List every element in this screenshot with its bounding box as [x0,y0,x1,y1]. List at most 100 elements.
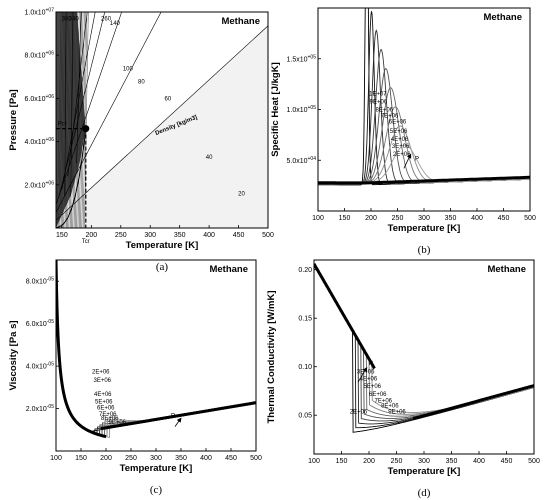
viscosity-series-label: 3E+06 [94,378,112,384]
dense-isochore [80,12,85,228]
viscosity-series-label: 4E+06 [94,392,112,398]
pressure-arrow [403,153,412,169]
y-axis-label: Viscosity [Pa s] [8,320,19,390]
plot-area-c: 2E+06 3E+06 4E+065E+066E+067E+068E+069E+06… [56,260,256,439]
x-tick-label: 500 [528,458,540,465]
gas-viscosity-band [100,401,256,431]
conductivity-series-line [314,263,534,425]
cp-series-line [318,11,530,186]
cp-series-label: 6E+06 [389,120,407,126]
viscosity-series-label: 6E+06 [97,406,115,412]
dense-isochore [71,12,76,228]
x-tick-label: 150 [339,215,351,222]
saturation-curve [56,131,86,228]
conductivity-series-label: 6E+06 [369,392,387,398]
x-tick-label: 300 [150,455,162,462]
y-axis-label: Thermal Conductivity [W/mK] [266,290,277,423]
y-tick-label: 0.20 [298,267,312,274]
viscosity-series-label: 7E+06 [99,412,117,418]
axes-frame-c [55,259,257,452]
x-tick-label: 300 [144,232,156,239]
viscosity-series-line [56,260,256,438]
dense-isochore [63,12,68,228]
isochore-label: 40 [206,155,213,161]
x-tick-label: 350 [174,232,186,239]
isochore-line [56,12,162,213]
x-tick-label: 200 [365,215,377,222]
cp-series-line [318,68,530,185]
y-tick-label: 6.0x10+06 [24,94,54,103]
y-tick-label: 8.0x10-05 [26,277,54,286]
dense-isochore [66,12,71,228]
x-axis-label: Temperature [K] [120,463,193,474]
y-axis-label: Specific Heat [J/kgK] [270,62,281,157]
y-tick-label: 0.05 [298,413,312,420]
x-tick-label: 400 [471,215,483,222]
dense-isochore [59,12,64,228]
x-tick-label: 300 [418,458,430,465]
y-tick-label: 4.0x10+06 [24,137,54,146]
pressure-arrow-label: P [415,156,419,162]
conductivity-series-label: 4E+06 [360,376,378,382]
x-tick-label: 250 [391,458,403,465]
cp-series-label: 5E+06 [390,129,408,135]
pressure-arrow-label: P [171,413,175,419]
isochore-label: 100 [123,66,134,72]
chart-title: Methane [487,264,526,275]
cp-series-label: 9E+06 [370,99,388,105]
cp-series-line [318,125,530,185]
dense-isochore [79,12,84,228]
chart-title: Methane [221,16,260,27]
y-tick-label: 8.0x10+06 [24,51,54,60]
viscosity-series-line [56,260,256,438]
isochore-label: 80 [138,79,145,85]
cp-base-band [318,175,530,185]
x-tick-label: 450 [233,232,245,239]
cp-series-line [318,48,530,185]
isochore-label: 340 [69,17,80,23]
conductivity-series-line [314,263,534,422]
x-tick-label: 150 [56,232,68,239]
conductivity-series-label: 2E+06 [350,409,368,415]
isochore-line [58,12,106,197]
dense-isochore [82,12,88,228]
y-tick-label: 6.0x10-05 [26,319,54,328]
x-tick-label: 150 [75,455,87,462]
viscosity-series-line [56,260,256,437]
axes-frame-d [313,259,535,455]
cp-series-label: 7E+06 [381,114,399,120]
cp-series-line [318,29,530,186]
isochore-label: 380 [62,17,73,23]
isochore-label: 20 [238,192,245,198]
cp-series-line [318,87,530,185]
dense-isochore [84,12,89,228]
y-tick-label: 0.10 [298,364,312,371]
conductivity-series-line [314,263,534,413]
cp-series-label: 2E+06 [393,152,411,158]
x-tick-label: 500 [262,232,274,239]
isochore-region [56,12,268,221]
x-tick-label: 150 [336,458,348,465]
chart-title: Methane [483,12,522,23]
y-tick-label: 1.5x10+05 [286,54,316,63]
x-tick-label: 200 [100,455,112,462]
x-tick-label: 100 [50,455,62,462]
dense-isochore [62,12,67,228]
viscosity-series-label: 8E+06 [101,416,119,422]
isochore-label: 60 [165,97,172,103]
dense-isochore [72,12,77,228]
x-tick-label: 250 [115,232,127,239]
gas-conductivity-band [412,384,534,421]
x-axis-label: Temperature [K] [126,240,199,251]
y-axis-label: Pressure [Pa] [8,89,19,150]
conductivity-series-label: 5E+06 [364,384,382,390]
dense-isochore [81,12,86,228]
axes-frame-a [55,11,269,229]
y-tick-label: 4.0x10-05 [26,362,54,371]
cp-series-line [318,8,530,186]
x-tick-label: 400 [473,458,485,465]
y-tick-label: 5.0x10+04 [286,156,316,165]
